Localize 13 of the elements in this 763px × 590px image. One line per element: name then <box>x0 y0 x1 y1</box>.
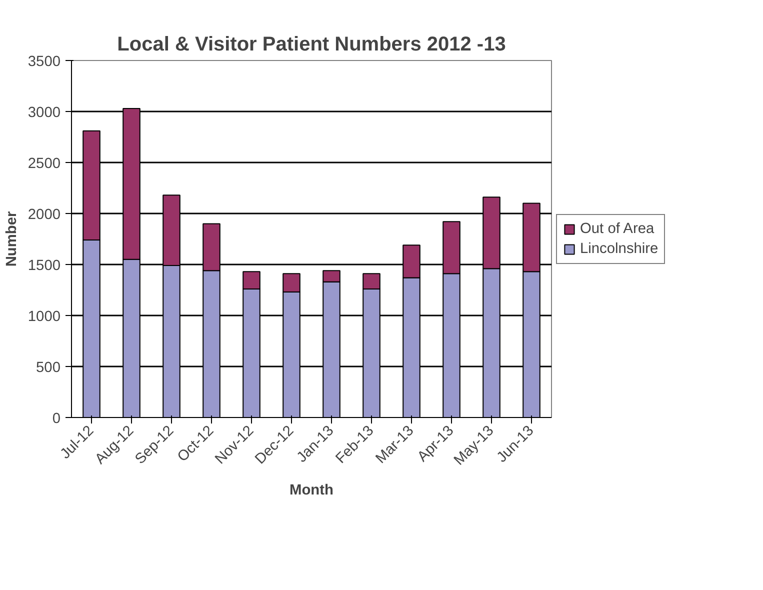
y-axis-title: Number <box>4 211 20 267</box>
y-tick-label: 2000 <box>28 207 61 223</box>
y-tick-label: 2500 <box>28 156 61 172</box>
y-tick-label: 500 <box>36 360 61 376</box>
legend-label: Out of Area <box>580 220 654 236</box>
chart-title: Local & Visitor Patient Numbers 2012 -13 <box>117 34 506 56</box>
x-axis-title: Month <box>290 482 334 498</box>
y-tick-label: 1500 <box>28 258 61 274</box>
legend-label: Lincolnshire <box>580 240 658 256</box>
y-tick-label: 1000 <box>28 309 61 325</box>
y-tick-label: 0 <box>52 411 61 427</box>
y-tick-label: 3000 <box>28 105 61 121</box>
y-tick-label: 3500 <box>28 54 61 70</box>
